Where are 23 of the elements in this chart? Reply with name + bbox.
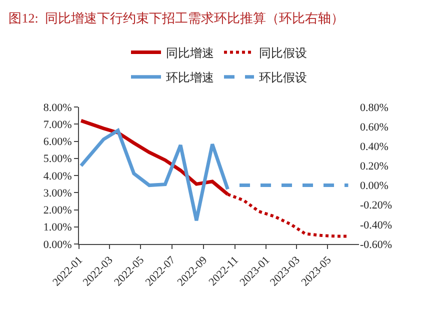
y-tick-label: 1.00%	[43, 222, 72, 234]
legend-label: 同比增速	[166, 46, 214, 60]
legend-label: 环比假设	[259, 70, 307, 85]
y-tick-label: 3.00%	[43, 187, 72, 200]
y2-tick-label: 0.00%	[360, 180, 388, 192]
y-tick-label: 8.00%	[43, 102, 72, 114]
y-tick-label: 2.00%	[43, 204, 72, 217]
y-tick-label: 5.00%	[43, 153, 72, 166]
chart-title: 图12: 同比增速下行约束下招工需求环比推算（环比右轴）	[8, 10, 344, 26]
y2-tick-label: 0.60%	[360, 121, 388, 134]
legend-label: 环比增速	[166, 70, 214, 85]
line-series	[79, 128, 230, 222]
y-tick-label: 6.00%	[43, 136, 72, 148]
y2-tick-label: 0.80%	[360, 102, 388, 114]
legend-label: 同比假设	[259, 46, 307, 60]
y2-tick-label: -0.40%	[360, 219, 392, 232]
y2-tick-label: -0.60%	[360, 238, 392, 251]
y2-tick-label: -0.20%	[360, 200, 392, 212]
y-tick-label: 7.00%	[43, 118, 72, 131]
y-tick-label: 4.00%	[43, 170, 72, 182]
y2-tick-label: 0.20%	[360, 160, 388, 173]
y-tick-label: 0.00%	[43, 238, 72, 251]
y2-tick-label: 0.40%	[360, 140, 388, 153]
